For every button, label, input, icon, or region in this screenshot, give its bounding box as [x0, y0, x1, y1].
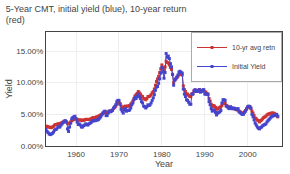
svg-text:5.00%: 5.00% — [21, 110, 44, 119]
svg-text:2000: 2000 — [239, 150, 257, 159]
svg-text:Initial Yield: Initial Yield — [232, 63, 266, 70]
svg-text:15.00%: 15.00% — [16, 47, 43, 56]
svg-text:10.00%: 10.00% — [16, 78, 43, 87]
svg-text:5-Year CMT, initial yield (blu: 5-Year CMT, initial yield (blue), 10-yea… — [6, 4, 187, 26]
svg-text:1960: 1960 — [67, 150, 85, 159]
svg-text:1990: 1990 — [196, 150, 214, 159]
svg-text:10-yr avg retn: 10-yr avg retn — [232, 44, 275, 52]
svg-text:0.00%: 0.00% — [21, 142, 44, 151]
svg-text:1970: 1970 — [110, 150, 128, 159]
svg-text:Year: Year — [155, 159, 173, 169]
svg-text:1980: 1980 — [153, 150, 171, 159]
svg-text:Yield: Yield — [4, 79, 14, 99]
